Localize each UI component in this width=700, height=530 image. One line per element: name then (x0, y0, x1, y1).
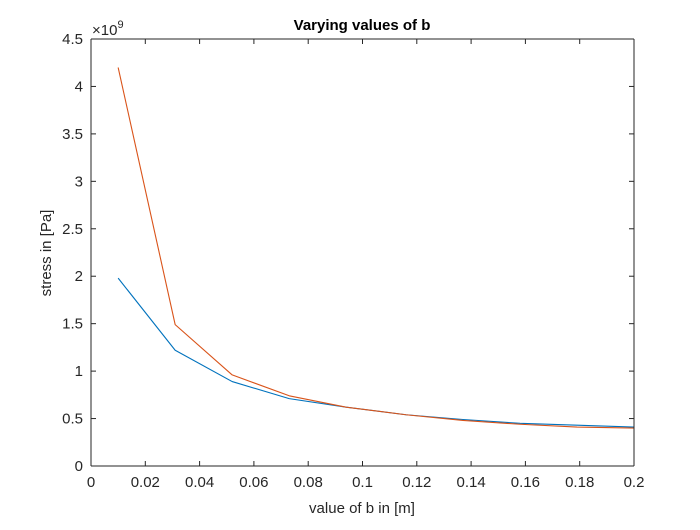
chart-title: Varying values of b (294, 17, 431, 34)
x-tick-label: 0.04 (185, 474, 214, 491)
y-tick-label: 0 (75, 458, 83, 475)
x-tick-label: 0.16 (511, 474, 540, 491)
x-tick-label: 0 (87, 474, 95, 491)
y-tick-label: 0.5 (62, 411, 83, 428)
y-tick-label: 1.5 (62, 316, 83, 333)
x-tick-label: 0.2 (624, 474, 645, 491)
y-exponent-power: 9 (117, 19, 123, 31)
x-axis-label: value of b in [m] (309, 500, 415, 517)
series-layer (117, 67, 635, 429)
tick-layer: 0 0.02 0.04 0.06 0.08 0.1 0.12 0.14 0.16 0.18 0.2 0… (62, 31, 644, 491)
y-tick-label: 4.5 (62, 31, 83, 48)
x-tick-label: 0.14 (456, 474, 485, 491)
y-tick-label: 4 (75, 78, 83, 95)
x-tick-label: 0.1 (352, 474, 373, 491)
y-tick-label: 3.5 (62, 126, 83, 143)
x-tick-label: 0.12 (402, 474, 431, 491)
plot-area (91, 39, 634, 466)
y-tick-label: 1 (75, 363, 83, 380)
x-tick-label: 0.06 (239, 474, 268, 491)
x-tick-label: 0.02 (131, 474, 160, 491)
y-axis-label: stress in [Pa] (38, 210, 55, 297)
y-tick-label: 2.5 (62, 221, 83, 238)
y-exponent-base: ×10 (92, 22, 117, 39)
y-exponent-label: ×109 (92, 19, 124, 39)
x-tick-label: 0.18 (565, 474, 594, 491)
y-tick-label: 2 (75, 268, 83, 285)
series-line-2 (117, 67, 635, 429)
y-tick-label: 3 (75, 173, 83, 190)
x-tick-label: 0.08 (294, 474, 323, 491)
